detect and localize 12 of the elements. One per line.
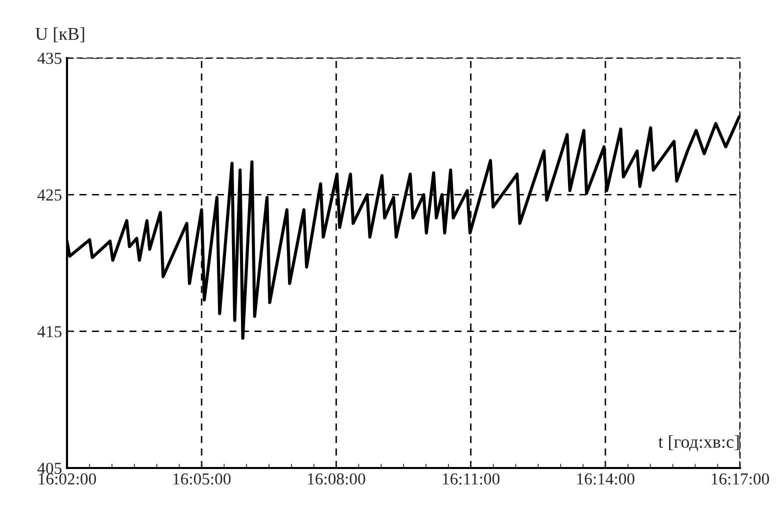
y-tick-label: 405 xyxy=(37,462,62,474)
y-tick-label: 415 xyxy=(37,326,62,338)
x-tick-label: 16:08:00 xyxy=(308,473,366,485)
x-tick-label: 16:05:00 xyxy=(173,473,231,485)
y-tick-label: 435 xyxy=(37,52,62,64)
x-axis-title: t [год:хв:с] xyxy=(658,435,739,452)
x-tick-label: 16:11:00 xyxy=(442,473,500,485)
x-tick-label: 16:02:00 xyxy=(38,473,96,485)
y-tick-label: 425 xyxy=(37,189,62,201)
x-tick-label: 16:17:00 xyxy=(712,473,769,485)
x-tick-label: 16:14:00 xyxy=(577,473,634,485)
y-axis-title: U [кВ] xyxy=(35,27,84,42)
